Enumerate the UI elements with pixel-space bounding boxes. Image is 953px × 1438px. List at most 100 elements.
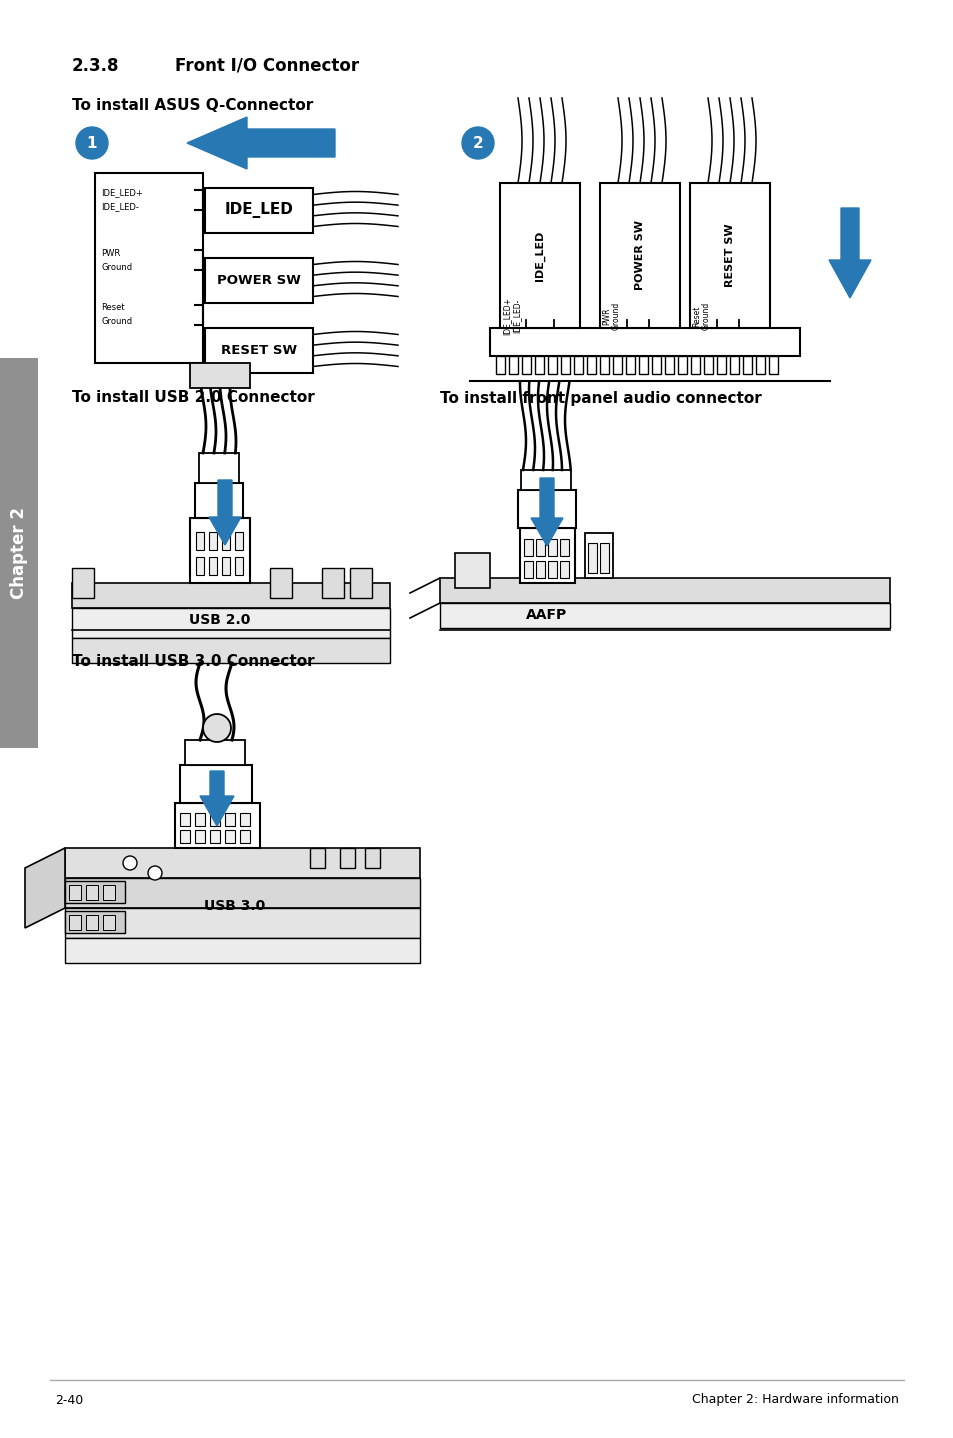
Bar <box>69 884 81 900</box>
Bar <box>523 561 533 578</box>
Text: Ground: Ground <box>701 302 710 331</box>
Bar <box>199 453 239 483</box>
Bar <box>439 578 889 603</box>
Bar <box>310 848 325 869</box>
Bar <box>210 812 220 825</box>
Bar <box>65 907 419 938</box>
Bar <box>536 539 544 557</box>
Text: IDE_LED+: IDE_LED+ <box>101 188 143 197</box>
Bar <box>65 879 419 907</box>
Bar <box>490 328 800 357</box>
Bar <box>703 357 712 374</box>
Circle shape <box>203 715 231 742</box>
Bar <box>639 357 647 374</box>
Bar <box>225 830 234 843</box>
Text: Front I/O Connector: Front I/O Connector <box>174 58 358 75</box>
Bar <box>560 357 569 374</box>
Bar <box>678 357 686 374</box>
Bar <box>599 183 679 328</box>
Text: Chapter 2: Chapter 2 <box>10 508 28 600</box>
Bar <box>613 357 621 374</box>
Bar <box>71 608 390 638</box>
Bar <box>547 561 557 578</box>
Bar <box>222 532 230 549</box>
Text: IDE_LED-: IDE_LED- <box>101 203 139 211</box>
Text: AAFP: AAFP <box>526 608 567 623</box>
Bar <box>222 557 230 575</box>
Bar <box>509 357 517 374</box>
Bar <box>205 328 313 372</box>
Circle shape <box>461 127 494 160</box>
Bar <box>194 830 205 843</box>
Bar <box>350 568 372 598</box>
Text: Reset: Reset <box>691 305 700 326</box>
Bar <box>455 554 490 588</box>
Bar <box>174 802 260 848</box>
Bar <box>599 544 608 572</box>
FancyArrow shape <box>200 771 233 825</box>
Bar <box>205 257 313 303</box>
Text: Ground: Ground <box>101 318 132 326</box>
Bar <box>365 848 379 869</box>
Bar <box>521 357 531 374</box>
Bar <box>625 357 635 374</box>
Bar <box>559 561 568 578</box>
Polygon shape <box>71 582 390 608</box>
Bar <box>523 539 533 557</box>
Bar <box>439 603 889 628</box>
Bar <box>689 183 769 328</box>
Bar <box>234 557 243 575</box>
Bar <box>190 362 250 388</box>
Bar <box>205 188 313 233</box>
Bar <box>210 830 220 843</box>
Bar <box>547 357 557 374</box>
Bar <box>180 812 190 825</box>
Bar <box>690 357 700 374</box>
Bar <box>195 532 204 549</box>
Bar <box>517 490 576 528</box>
Text: PWR: PWR <box>101 249 120 257</box>
Bar <box>584 533 613 578</box>
Bar <box>729 357 739 374</box>
Bar <box>190 518 250 582</box>
Text: USB 3.0: USB 3.0 <box>204 899 265 913</box>
Text: IDE_LED+: IDE_LED+ <box>501 298 511 335</box>
Text: Reset: Reset <box>101 303 125 312</box>
FancyArrow shape <box>531 477 562 546</box>
Text: To install ASUS Q-Connector: To install ASUS Q-Connector <box>71 98 313 112</box>
Bar <box>586 357 596 374</box>
FancyArrow shape <box>209 480 241 545</box>
Bar <box>185 741 245 765</box>
Bar <box>587 544 597 572</box>
Bar <box>225 812 234 825</box>
Text: IDE_LED-: IDE_LED- <box>512 299 520 334</box>
Bar <box>240 830 250 843</box>
Bar <box>71 568 94 598</box>
FancyArrow shape <box>187 116 335 170</box>
Text: RESET SW: RESET SW <box>724 224 734 288</box>
FancyArrow shape <box>828 209 870 298</box>
Bar <box>547 539 557 557</box>
Circle shape <box>76 127 108 160</box>
Text: 2.3.8: 2.3.8 <box>71 58 119 75</box>
Bar <box>240 812 250 825</box>
Text: RESET SW: RESET SW <box>221 344 296 357</box>
Bar <box>520 470 571 490</box>
Bar <box>664 357 673 374</box>
Bar <box>103 915 115 930</box>
Circle shape <box>148 866 162 880</box>
Bar <box>103 884 115 900</box>
Text: To install USB 3.0 Connector: To install USB 3.0 Connector <box>71 653 314 669</box>
Bar <box>194 812 205 825</box>
Bar <box>651 357 660 374</box>
Bar <box>339 848 355 869</box>
Bar <box>755 357 764 374</box>
Text: 1: 1 <box>87 135 97 151</box>
Text: PWR: PWR <box>601 308 610 325</box>
Bar <box>270 568 292 598</box>
Bar <box>496 357 504 374</box>
Text: Ground: Ground <box>101 263 132 272</box>
Bar <box>180 830 190 843</box>
Text: IDE_LED: IDE_LED <box>535 230 544 280</box>
Bar <box>86 884 98 900</box>
